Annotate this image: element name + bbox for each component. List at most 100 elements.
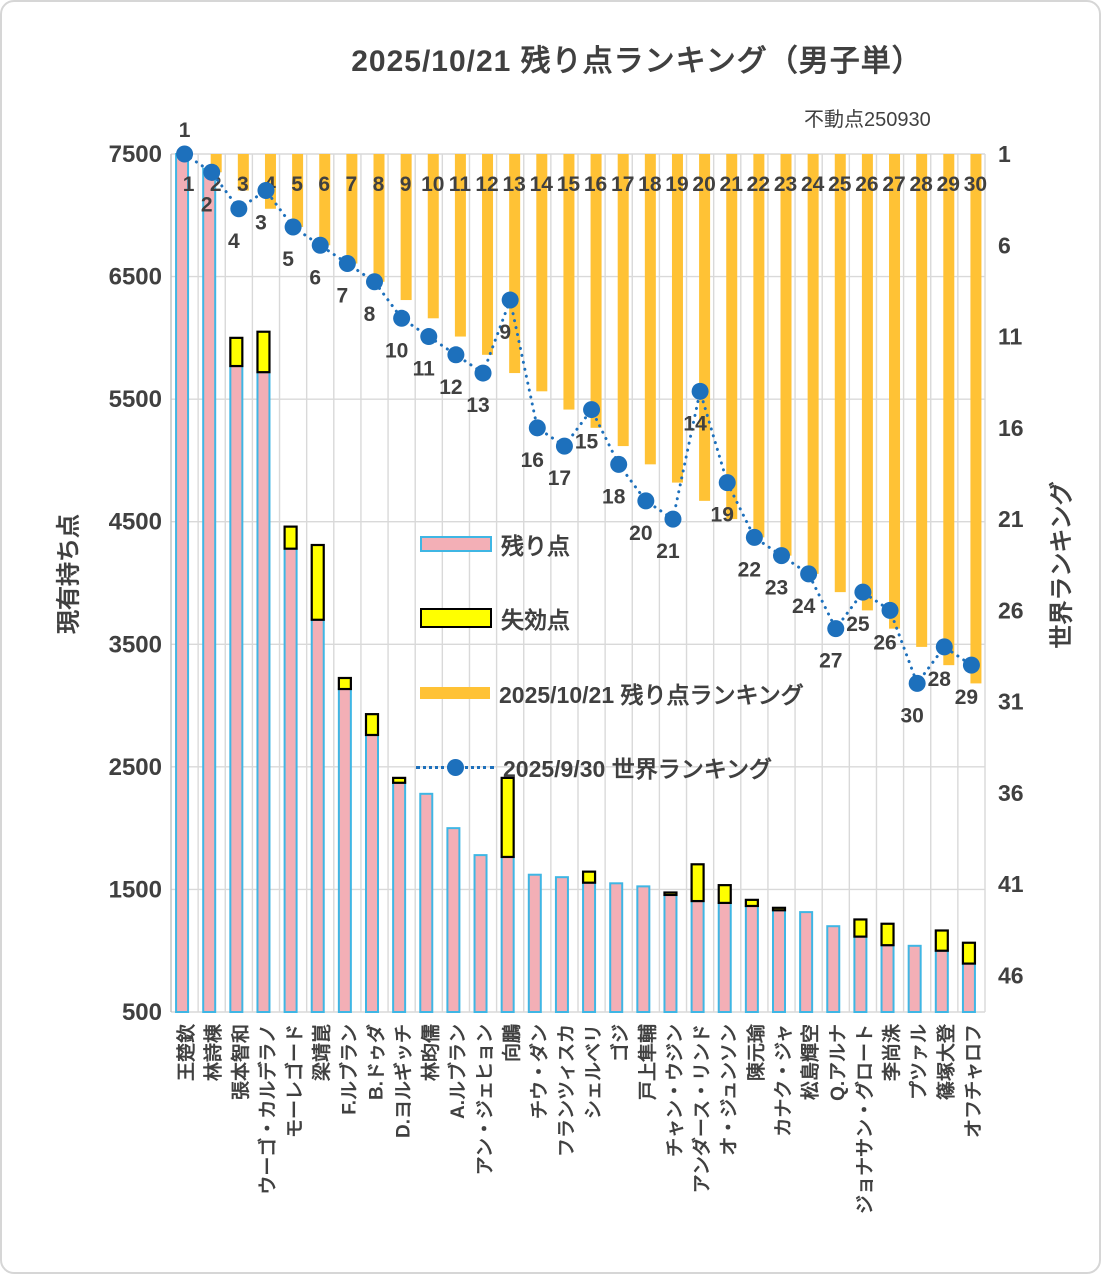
remaining-bar [663,893,678,1013]
expired-bar [337,676,352,691]
remaining-swatch-icon [420,536,492,552]
world-rank-label: 7 [337,285,349,308]
world-rank-dot [230,200,248,218]
category-label: フランツィスカ [555,1024,577,1157]
category-label: 李尚洙 [880,1023,903,1082]
world-rank-dot [745,528,763,546]
world-rank-label: 1 [179,119,191,142]
world-rank-dot [773,547,790,565]
expired-bar [283,525,298,550]
world-rank-label: 5 [282,248,294,271]
world-rank-label: 19 [711,504,734,527]
legend-label-remaining: 残り点 [501,533,570,559]
ranking-bar [264,154,276,209]
remaining-bar [961,962,976,1014]
left-axis-tick-label: 500 [122,999,162,1026]
ranking-bar [237,154,249,191]
world-rank-label: 11 [413,358,436,381]
expired-bar [744,898,759,908]
remaining-bar [907,944,922,1013]
ranking-bar-label: 6 [318,173,330,196]
ranking-bar [482,154,494,355]
ranking-bar [970,154,982,684]
world-rank-dot [311,236,329,254]
world-rank-label: 16 [521,449,544,472]
ranking-bar-label: 8 [373,173,385,196]
ranking-bar [319,154,331,246]
remaining-bar [365,733,379,1013]
world-rank-label: 3 [255,212,267,235]
expired-bar [934,929,949,952]
world-rank-label: 25 [846,613,870,636]
ranking-bar [373,154,385,282]
remaining-bar [392,781,407,1014]
expired-bar [581,870,597,884]
world-rank-dot [393,309,411,327]
category-label: 戸上隼輔 [636,1024,659,1100]
world-line-swatch-icon [416,757,494,778]
remaining-bar [880,944,895,1013]
ranking-bar [834,154,846,593]
category-label: モーレゴード [283,1024,306,1138]
world-rank-label: 14 [683,412,707,435]
ranking-bar-label: 19 [665,173,688,196]
world-rank-dot [257,182,275,200]
remaining-bar [554,876,569,1014]
remaining-bar [500,855,515,1013]
remaining-bar [582,881,597,1013]
world-rank-dot [691,382,709,400]
remaining-bar [799,911,814,1014]
world-rank-label: 28 [928,668,952,691]
left-axis-tick-label: 7500 [109,141,162,168]
category-label: 張本智和 [229,1024,252,1100]
remaining-bar [744,904,759,1013]
remaining-bar [826,925,841,1014]
category-label: アンダース・リンド [690,1024,713,1193]
remaining-bar [256,371,271,1014]
right-axis-tick-label: 11 [998,324,1023,350]
ranking-bar [726,154,738,520]
world-rank-label: 17 [548,467,571,490]
ranking-bar-label: 12 [475,173,498,196]
category-label: Q.アルナ [828,1024,849,1101]
category-label: チャン・ウジン [664,1024,686,1157]
ranking-bar [889,154,901,629]
expired-bar [392,776,407,784]
ranking-bar [210,154,222,173]
category-label: ゴジ [609,1024,632,1062]
legend-label-expired: 失効点 [501,607,570,633]
world-rank-dot [800,565,818,583]
right-axis-tick-label: 21 [998,506,1024,532]
world-rank-dot [935,638,953,656]
legend-item-remaining: 残り点 [420,527,570,561]
world-rank-dot [637,492,655,510]
ranking-bar-label: 26 [855,173,878,196]
category-label: 林詩棟 [202,1023,225,1081]
ranking-bar-label: 15 [557,173,581,196]
world-rank-label: 6 [309,266,321,289]
expired-swatch-icon [420,608,492,628]
ranking-bar [780,154,792,556]
ranking-bar [943,154,955,666]
world-rank-dot [962,656,980,674]
ranking-bar-label: 17 [611,173,634,196]
left-axis-tick-label: 6500 [109,264,162,291]
category-label: オ・ジュンソン [719,1024,740,1156]
expired-bar [663,891,678,897]
right-axis-tick-label: 6 [998,232,1011,258]
category-label: 松島輝空 [799,1024,822,1100]
ranking-bar-label: 29 [937,173,960,196]
legend-label-ranking: 2025/10/21 残り点ランキング [499,682,804,708]
world-rank-label: 12 [439,376,462,399]
ranking-bar [509,154,521,374]
category-label: 梁靖崑 [310,1024,333,1082]
world-rank-dot [854,583,872,601]
world-rank-dot [338,255,356,273]
world-rank-label: 29 [955,686,978,709]
world-rank-label: 24 [792,595,816,618]
left-axis-tick-label: 5500 [109,386,162,413]
right-axis-title: 世界ランキング [1048,481,1076,649]
right-axis-tick-label: 31 [998,689,1024,715]
world-rank-dot [176,145,194,163]
world-rank-label: 2 [201,193,213,216]
